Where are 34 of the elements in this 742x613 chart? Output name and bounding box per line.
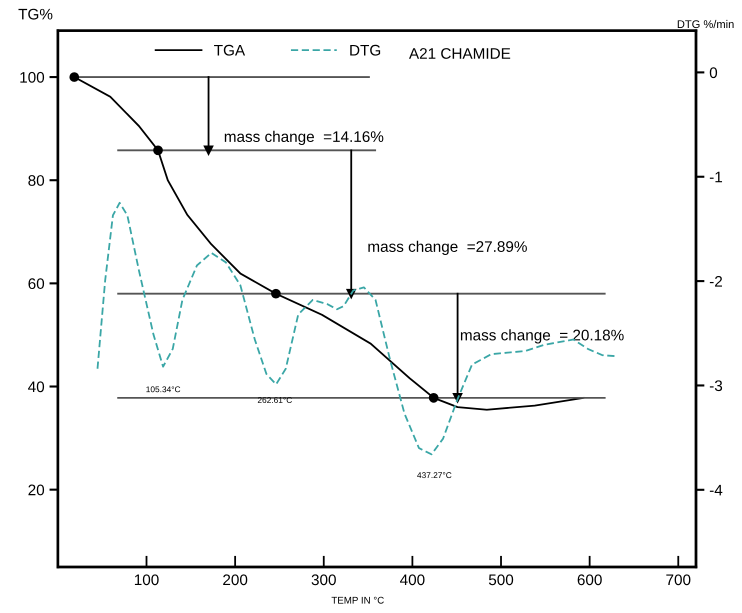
y-tick-label: 100 [20, 72, 44, 83]
text: A21 CHAMIDE [408, 48, 510, 59]
x-tick-label: 100 [134, 574, 159, 586]
y2-tick-label: -1 [710, 172, 722, 182]
annotation: 262.61°C [258, 397, 292, 403]
x-tick-label: 200 [223, 574, 248, 586]
annotation: mass change =27.89% [368, 240, 527, 256]
point [428, 393, 439, 403]
y-tick-label: 80 [28, 175, 44, 186]
y-axis-title: TG% [18, 8, 52, 20]
y-tick-label: 20 [28, 484, 44, 496]
annotation: 437.27°C [417, 472, 452, 478]
annotation: 105.34°C [146, 386, 180, 392]
x-tick-label: 700 [666, 574, 690, 586]
x-tick-label: 500 [488, 574, 514, 586]
y2-axis-title: DTG %/min [678, 20, 734, 28]
point [271, 288, 281, 299]
point [153, 145, 163, 156]
y2-tick-label: -4 [710, 484, 722, 496]
legend-label: DTG [350, 44, 380, 56]
y-tick-label: 60 [28, 278, 44, 290]
x-tick-label: 300 [312, 574, 336, 586]
y2-tick-label: -3 [710, 380, 722, 392]
annotation: mass change =14.16% [224, 130, 384, 146]
x-tick-label: 600 [578, 574, 602, 586]
y-tick-label: 40 [28, 381, 44, 392]
legend-label: TGA [214, 44, 246, 56]
x-tick-label: 400 [400, 574, 425, 586]
point [69, 72, 80, 82]
annotation: mass change = 20.18% [460, 329, 624, 344]
y2-tick-label: 0 [710, 67, 718, 78]
x-axis-title: TEMP IN °C [332, 596, 384, 604]
y2-tick-label: -2 [710, 276, 722, 287]
point [204, 145, 214, 156]
